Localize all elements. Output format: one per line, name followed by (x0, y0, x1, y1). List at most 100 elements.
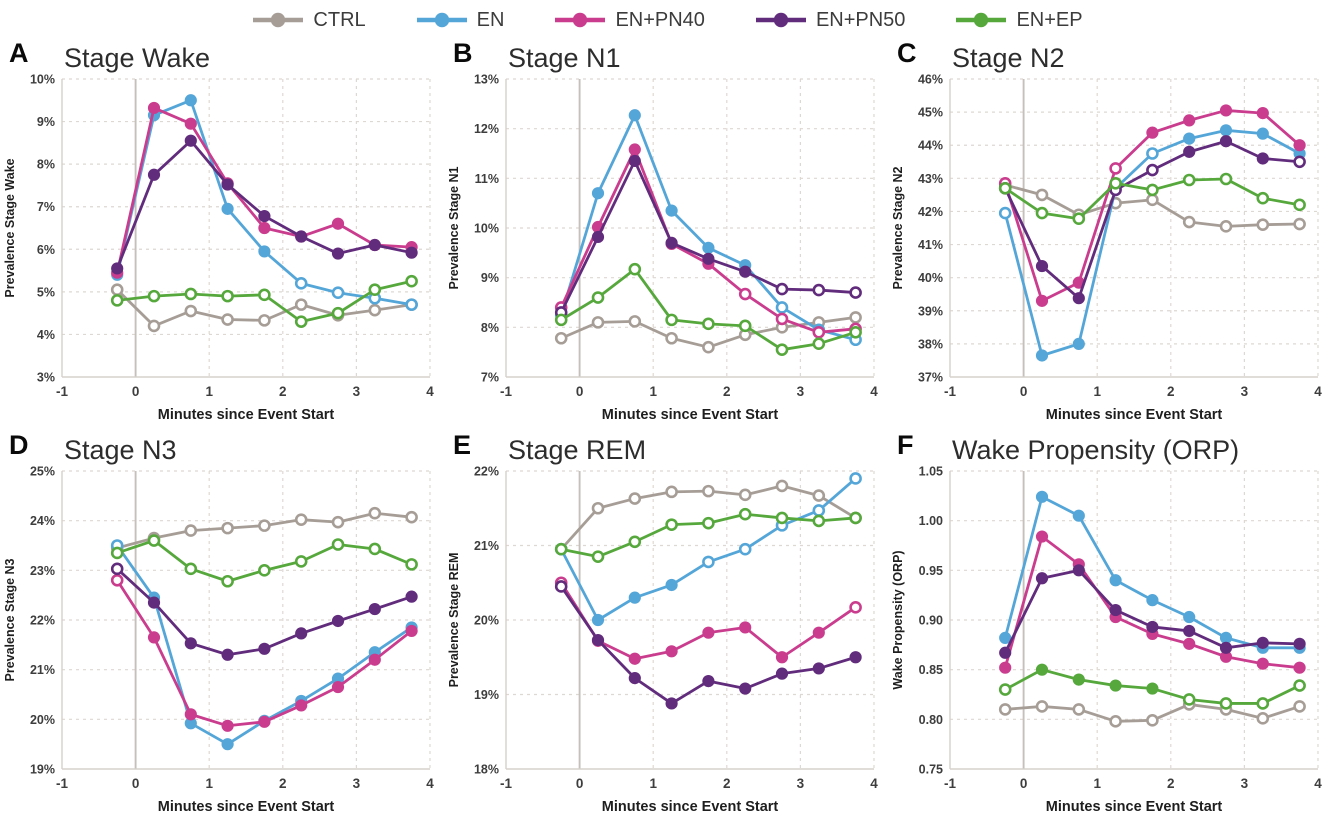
data-point-marker (1035, 294, 1049, 307)
series-en-pn50 (554, 154, 862, 319)
data-point-marker (331, 680, 345, 694)
data-point-marker (295, 230, 308, 243)
panel-title: Stage N3 (64, 435, 177, 465)
data-point-marker (1182, 693, 1196, 706)
x-tick-label: 0 (1020, 384, 1028, 399)
data-point-marker (775, 343, 789, 356)
data-point-marker (221, 521, 234, 535)
series-en-ep (998, 663, 1306, 710)
data-point-marker (775, 479, 789, 493)
data-point-marker (738, 542, 752, 556)
data-point-marker (1146, 714, 1159, 727)
y-tick-label: 4% (37, 328, 55, 342)
data-point-marker (702, 241, 715, 254)
legend-dot-icon (573, 12, 588, 28)
legend-item-en: EN (414, 9, 504, 32)
data-point-marker (405, 246, 418, 259)
x-tick-label: 2 (279, 776, 287, 791)
data-point-marker (1256, 152, 1269, 165)
data-point-marker (1293, 198, 1306, 212)
data-point-marker (184, 524, 198, 537)
y-tick-label: 10% (30, 74, 55, 87)
data-point-marker (1035, 490, 1049, 503)
data-point-marker (368, 283, 382, 297)
data-point-marker (1146, 147, 1159, 160)
data-point-marker (1219, 697, 1233, 710)
x-tick-label: 4 (426, 384, 434, 399)
data-point-marker (1146, 193, 1159, 207)
y-tick-label: 20% (30, 713, 55, 727)
y-tick-label: 37% (918, 371, 943, 385)
y-axis-title: Prevalence Stage Wake (3, 158, 17, 297)
panel-letter: B (453, 38, 473, 68)
chart-F: 0.75 0.80 0.85 0.90 0.95 1.00 1.05 -1 0 1 2 3 4 Wake … (891, 466, 1322, 815)
x-tick-label: 4 (426, 776, 434, 791)
data-point-marker (1256, 127, 1269, 140)
data-point-marker (591, 291, 605, 304)
data-point-marker (775, 312, 789, 326)
data-point-marker (331, 538, 345, 551)
data-point-marker (628, 591, 641, 604)
data-point-marker (998, 181, 1012, 195)
series-line (115, 98, 414, 307)
data-point-marker (1183, 114, 1196, 127)
data-point-marker (1293, 155, 1306, 169)
x-tick-label: -1 (944, 384, 956, 399)
y-tick-label: 0.75 (919, 763, 943, 777)
y-tick-label: 7% (37, 200, 55, 214)
x-tick-label: 3 (353, 384, 361, 399)
data-point-marker (258, 519, 271, 532)
y-tick-label: 24% (30, 514, 55, 528)
data-point-marker (591, 634, 605, 647)
data-point-marker (1219, 220, 1233, 233)
series-en-pn50 (554, 580, 862, 710)
data-point-marker (110, 283, 124, 297)
x-tick-label: 1 (649, 776, 657, 791)
data-point-marker (1293, 139, 1306, 152)
data-point-marker (331, 286, 345, 300)
data-point-marker (775, 667, 789, 680)
data-point-marker (554, 580, 568, 593)
data-point-marker (184, 637, 197, 650)
x-tick-label: 2 (1167, 384, 1175, 399)
x-tick-label: 3 (1241, 776, 1249, 791)
data-point-marker (1109, 715, 1122, 728)
data-point-marker (405, 624, 418, 638)
data-point-marker (294, 298, 308, 311)
data-point-marker (295, 627, 308, 640)
data-point-marker (1109, 162, 1122, 175)
data-point-marker (184, 562, 198, 576)
y-tick-label: 7% (481, 371, 499, 385)
data-point-marker (111, 262, 124, 275)
data-point-marker (405, 590, 418, 603)
data-point-marker (738, 319, 752, 333)
data-point-marker (1256, 657, 1269, 670)
data-point-marker (1256, 712, 1270, 725)
x-tick-label: -1 (56, 384, 68, 399)
data-point-marker (591, 613, 605, 627)
gridlines (62, 470, 431, 769)
legend-item-ctrl: CTRL (250, 9, 366, 32)
data-point-marker (628, 154, 641, 168)
y-tick-label: 13% (474, 74, 499, 87)
data-point-marker (665, 697, 678, 710)
data-point-marker (1072, 703, 1086, 716)
data-point-marker (849, 311, 862, 324)
y-tick-label: 9% (37, 115, 55, 129)
x-axis-title: Minutes since Event Start (158, 799, 335, 815)
data-point-marker (1146, 682, 1159, 695)
panels-grid: A Stage Wake 3% 4% 5% 6% 7% 8% 9% 10% -1 0 1 2 3 4 Preva… (0, 38, 1332, 822)
series-line (1003, 568, 1302, 655)
x-tick-label: 1 (1093, 776, 1101, 791)
data-point-marker (1109, 679, 1122, 692)
y-tick-label: 40% (918, 271, 943, 285)
data-point-marker (258, 642, 271, 655)
data-point-marker (1182, 173, 1196, 187)
data-point-marker (221, 719, 234, 732)
data-point-marker (147, 101, 161, 115)
x-tick-label: 0 (576, 384, 584, 399)
series-en-ep (110, 274, 418, 328)
panel-E: E Stage REM 18% 19% 20% 21% 22% -1 0 1 2 3 4 Prevalen… (444, 430, 888, 822)
data-point-marker (665, 313, 678, 327)
data-point-marker (368, 506, 382, 520)
